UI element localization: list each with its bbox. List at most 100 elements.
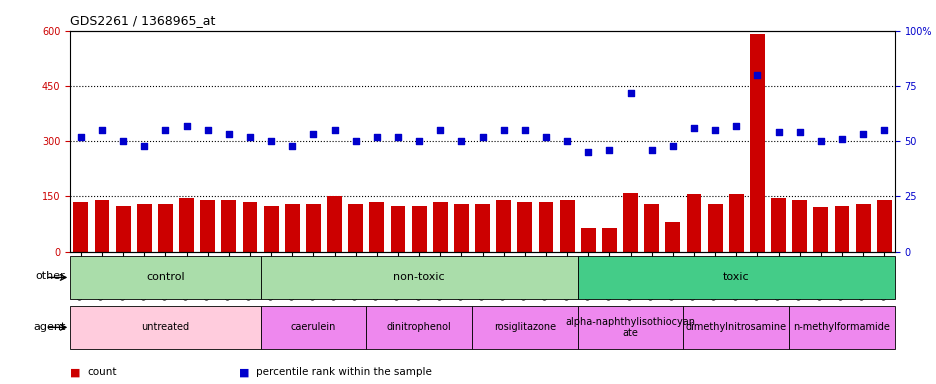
Text: n-methylformamide: n-methylformamide — [793, 322, 889, 333]
Point — [179, 122, 194, 129]
Bar — [496, 200, 510, 252]
Point — [601, 147, 616, 153]
Point — [770, 129, 785, 136]
Bar — [306, 204, 320, 252]
Text: alpha-naphthylisothiocyan
ate: alpha-naphthylisothiocyan ate — [565, 316, 695, 338]
Text: ■: ■ — [239, 367, 249, 377]
Text: percentile rank within the sample: percentile rank within the sample — [256, 367, 431, 377]
Point — [115, 138, 130, 144]
Point — [791, 129, 806, 136]
Point — [263, 138, 278, 144]
Point — [390, 134, 405, 140]
Bar — [517, 202, 532, 252]
Point — [876, 127, 891, 133]
Bar — [622, 193, 637, 252]
Point — [728, 122, 743, 129]
Point — [305, 131, 320, 137]
Bar — [812, 207, 827, 252]
Bar — [792, 200, 806, 252]
Bar — [285, 204, 300, 252]
Text: count: count — [87, 367, 116, 377]
Text: caerulein: caerulein — [290, 322, 336, 333]
Text: ■: ■ — [70, 367, 80, 377]
Point — [517, 127, 532, 133]
Point — [158, 127, 173, 133]
Point — [242, 134, 257, 140]
Bar — [411, 205, 426, 252]
Text: dimethylnitrosamine: dimethylnitrosamine — [685, 322, 786, 333]
Bar — [665, 222, 680, 252]
Text: other: other — [36, 271, 66, 281]
Bar — [580, 228, 595, 252]
Text: agent: agent — [33, 322, 66, 333]
Point — [221, 131, 236, 137]
Bar — [454, 204, 468, 252]
Bar — [749, 35, 764, 252]
Bar — [578, 306, 682, 349]
Point — [665, 142, 680, 149]
Bar — [348, 204, 363, 252]
Bar — [770, 198, 785, 252]
Bar — [432, 202, 447, 252]
Text: non-toxic: non-toxic — [393, 272, 445, 283]
Point — [411, 138, 426, 144]
Bar — [260, 256, 578, 299]
Point — [432, 127, 447, 133]
Point — [285, 142, 300, 149]
Point — [475, 134, 490, 140]
Bar — [788, 306, 894, 349]
Bar — [369, 202, 384, 252]
Bar — [644, 204, 658, 252]
Text: rosiglitazone: rosiglitazone — [493, 322, 555, 333]
Bar — [390, 205, 405, 252]
Bar — [327, 196, 342, 252]
Text: toxic: toxic — [723, 272, 749, 283]
Bar — [116, 205, 130, 252]
Bar — [263, 205, 278, 252]
Text: control: control — [146, 272, 184, 283]
Bar — [70, 256, 260, 299]
Text: untreated: untreated — [141, 322, 189, 333]
Bar — [472, 306, 578, 349]
Bar — [73, 202, 88, 252]
Point — [559, 138, 574, 144]
Bar — [601, 228, 616, 252]
Point — [812, 138, 827, 144]
Bar — [707, 204, 722, 252]
Point — [538, 134, 553, 140]
Bar — [682, 306, 788, 349]
Point — [369, 134, 384, 140]
Point — [707, 127, 722, 133]
Point — [622, 89, 637, 96]
Point — [855, 131, 870, 137]
Bar — [855, 204, 870, 252]
Bar — [70, 306, 260, 349]
Bar — [260, 306, 366, 349]
Point — [496, 127, 511, 133]
Point — [834, 136, 849, 142]
Bar — [366, 306, 472, 349]
Point — [453, 138, 468, 144]
Point — [327, 127, 342, 133]
Bar — [242, 202, 257, 252]
Bar — [221, 200, 236, 252]
Text: GDS2261 / 1368965_at: GDS2261 / 1368965_at — [70, 14, 215, 27]
Bar — [95, 200, 110, 252]
Bar — [475, 204, 490, 252]
Point — [686, 125, 701, 131]
Bar — [876, 200, 891, 252]
Point — [95, 127, 110, 133]
Bar — [158, 204, 172, 252]
Point — [749, 72, 764, 78]
Bar — [834, 205, 848, 252]
Point — [137, 142, 152, 149]
Point — [580, 149, 595, 155]
Bar — [137, 204, 152, 252]
Text: dinitrophenol: dinitrophenol — [387, 322, 451, 333]
Point — [73, 134, 88, 140]
Bar — [578, 256, 894, 299]
Bar — [538, 202, 553, 252]
Point — [644, 147, 659, 153]
Point — [200, 127, 215, 133]
Bar — [686, 194, 701, 252]
